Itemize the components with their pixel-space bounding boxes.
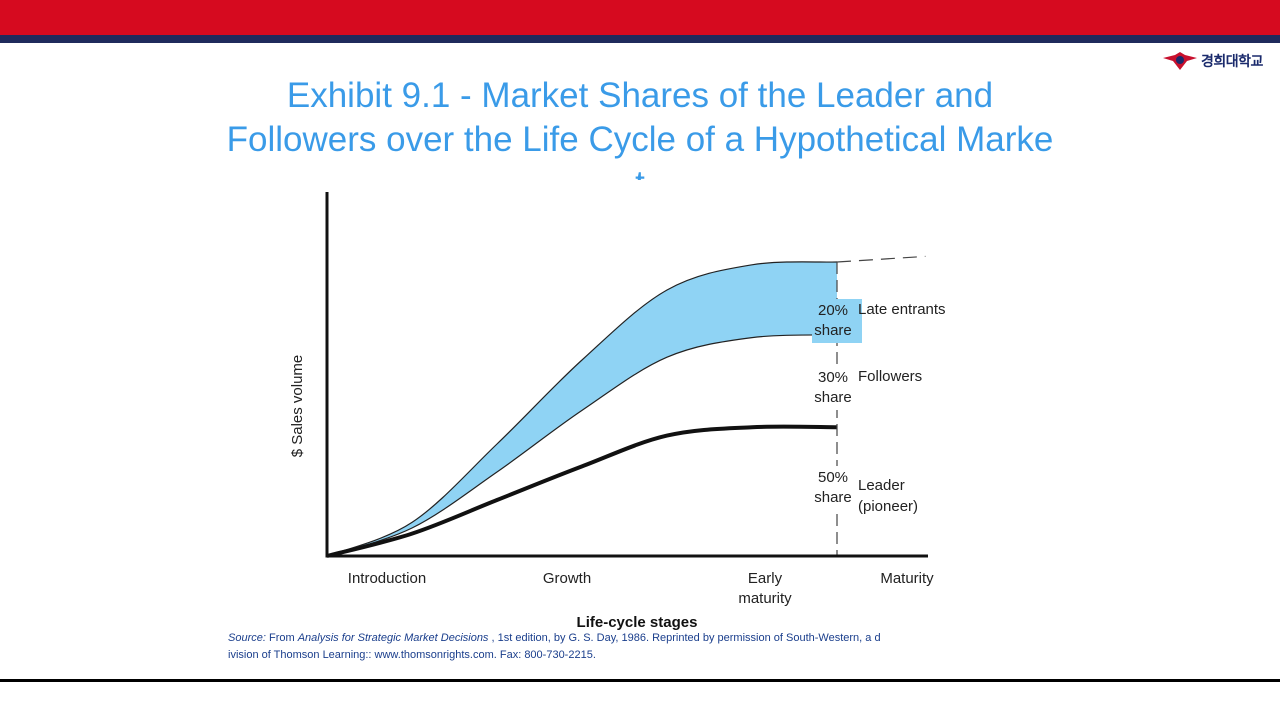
title-line-3: t <box>630 162 650 180</box>
share-segment-label: Leader <box>858 477 905 494</box>
y-axis-label: $ Sales volume <box>289 355 306 458</box>
bottom-rule <box>0 679 1280 682</box>
total-extension-dashed <box>836 255 926 263</box>
x-tick-label: Introduction <box>348 570 426 587</box>
total-market-line <box>326 261 838 557</box>
share-label-bg <box>812 299 862 343</box>
source-label: Source: <box>228 632 266 644</box>
leader-line <box>326 424 838 558</box>
source-rest: , 1st edition, by G. S. Day, 1986. Repri… <box>488 632 881 644</box>
share-word: share <box>814 389 852 406</box>
top-red-band <box>0 0 1280 35</box>
x-tick-label: Maturity <box>880 570 934 587</box>
late-entrants-area <box>327 261 837 556</box>
emblem-icon <box>1163 52 1197 70</box>
share-word: share <box>814 322 852 339</box>
share-segment-label: (pioneer) <box>858 498 918 515</box>
source-line-2: ivision of Thomson Learning:: www.thomso… <box>228 649 596 661</box>
title-line-2: Followers over the Life Cycle of a Hypot… <box>226 120 1054 159</box>
share-label-bg <box>812 466 862 510</box>
source-line-1: Source: From Analysis for Strategic Mark… <box>228 630 1028 647</box>
share-label-bg <box>812 366 862 410</box>
title-line-1: Exhibit 9.1 - Market Shares of the Leade… <box>286 76 994 115</box>
source-book: Analysis for Strategic Market Decisions <box>297 632 489 644</box>
university-logo: 경희대학교 <box>1163 50 1273 72</box>
x-tick-label: Early <box>748 570 783 587</box>
share-word: share <box>814 489 852 506</box>
source-note: Source: From Analysis for Strategic Mark… <box>228 630 1028 664</box>
logo-text: 경희대학교 <box>1201 53 1263 69</box>
share-percent: 50% <box>818 469 848 486</box>
share-segment-label: Followers <box>858 368 922 385</box>
share-segment-label: Late entrants <box>858 301 946 318</box>
x-tick-label: Growth <box>543 570 591 587</box>
source-from: From <box>265 632 298 644</box>
market-share-chart: $ Sales volume Introduction Growth Early mat… <box>289 192 946 630</box>
top-navy-band <box>0 35 1280 43</box>
slide-title: Exhibit 9.1 - Market Shares of the Leade… <box>140 74 1140 162</box>
share-percent: 20% <box>818 302 848 319</box>
followers-line <box>326 334 838 557</box>
x-axis-label: Life-cycle stages <box>577 614 698 630</box>
share-percent: 30% <box>818 369 848 386</box>
x-tick-label: maturity <box>738 590 792 607</box>
